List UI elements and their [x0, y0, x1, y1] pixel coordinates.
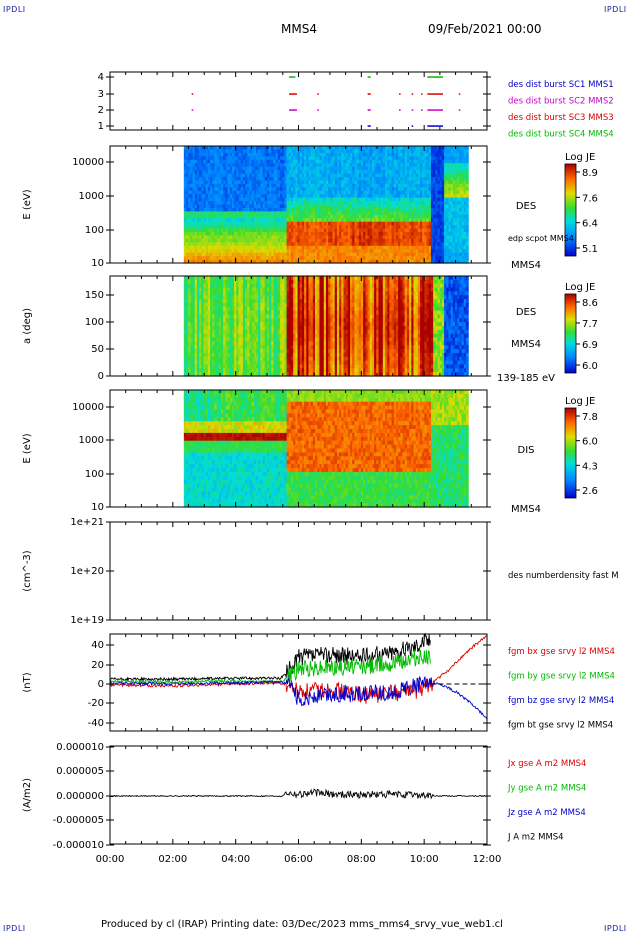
- spectrogram-cell: [466, 156, 469, 160]
- spectrogram-cell: [466, 242, 469, 246]
- spectrogram-cell: [466, 146, 469, 150]
- spectrogram-cell: [466, 198, 469, 202]
- spectrogram-cell: [466, 149, 469, 153]
- spectrogram-cell: [466, 222, 469, 226]
- spectrogram-cell: [466, 246, 469, 250]
- spectrogram-cell: [466, 253, 469, 257]
- spectrogram-cell: [466, 225, 469, 229]
- spectrogram-cell: [466, 229, 469, 233]
- spectrogram-cell: [466, 201, 469, 205]
- spectrogram-cell: [466, 191, 469, 195]
- spectrogram-cell: [466, 163, 469, 167]
- spectrogram-cell: [466, 215, 469, 219]
- spectrogram-cell: [466, 256, 469, 260]
- spectrogram-cell: [466, 194, 469, 198]
- spectrogram-cell: [466, 180, 469, 184]
- spectrogram-cell: [466, 184, 469, 188]
- spectrogram-cell: [466, 167, 469, 171]
- spectrogram-cell: [466, 218, 469, 222]
- spectrogram-cell: [466, 208, 469, 212]
- spectrogram-cell: [466, 174, 469, 178]
- spectrogram-cell: [466, 205, 469, 209]
- spectrogram-cell: [466, 160, 469, 164]
- spectrogram-cell: [466, 177, 469, 181]
- spectrogram-cell: [466, 170, 469, 174]
- spectrogram-cell: [466, 153, 469, 157]
- spectrogram-cell: [466, 211, 469, 215]
- spectrogram-cell: [466, 249, 469, 253]
- spectrogram-cell: [466, 235, 469, 239]
- spectrogram-cell: [466, 239, 469, 243]
- spectrogram-cell: [466, 232, 469, 236]
- spectrogram-cell: [466, 187, 469, 191]
